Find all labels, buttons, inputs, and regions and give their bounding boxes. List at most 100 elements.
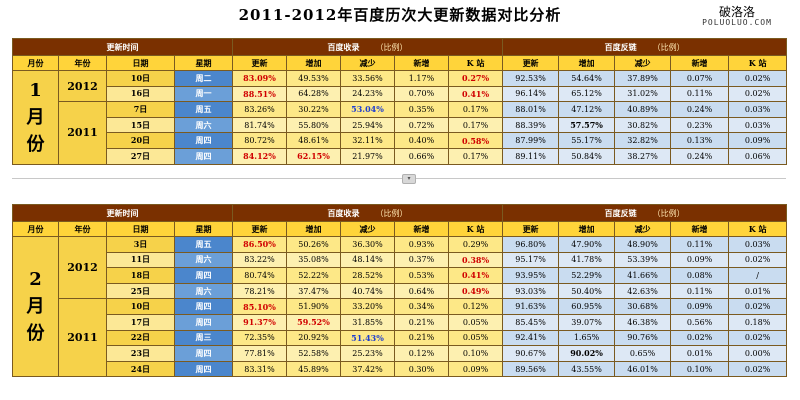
index-value-cell: 77.81% [232, 345, 287, 362]
index-value-cell: 0.17% [447, 147, 504, 165]
backlink-value-cell: 0.02% [728, 85, 788, 103]
backlink-value-cell: 52.29% [558, 267, 616, 284]
index-value-cell: 0.40% [394, 132, 449, 149]
index-value-cell: 0.17% [447, 116, 504, 134]
column-header: 增加 [558, 55, 616, 71]
index-value-cell: 0.64% [394, 282, 449, 300]
backlink-value-cell: 55.17% [558, 132, 616, 149]
expand-icon[interactable]: ▾ [402, 174, 416, 184]
column-header: 星期 [174, 55, 233, 71]
column-header: K 站 [728, 221, 788, 237]
backlink-value-cell: 31.02% [614, 85, 672, 103]
backlink-value-cell: 0.01% [670, 345, 730, 362]
table-row: 2月份 2012 3日 周五 86.50% 50.26% 36.30% 0.93% 0.29% 9… [12, 235, 788, 378]
index-value-cell: 28.52% [340, 267, 395, 284]
index-value-cell: 0.58% [447, 132, 504, 149]
weekday-cell: 周五 [174, 236, 233, 253]
group-header-row: 更新时间 百度收录 （比例） 百度反链 （比例） [12, 204, 788, 222]
column-header: 更新 [232, 221, 287, 237]
column-header: 月份 [12, 55, 59, 71]
index-value-cell: 88.51% [232, 85, 287, 103]
backlink-value-cell: 41.66% [614, 267, 672, 284]
backlink-value-cell: 0.02% [728, 360, 788, 378]
date-cell: 10日 [106, 70, 175, 87]
index-value-cell: 0.30% [394, 360, 449, 378]
index-value-cell: 0.10% [447, 345, 504, 362]
column-header: 年份 [58, 55, 107, 71]
backlink-value-cell: 89.56% [502, 360, 560, 378]
index-value-cell: 64.28% [286, 85, 341, 103]
group-backlink-label: 百度反链 [604, 41, 637, 52]
index-value-cell: 83.31% [232, 360, 287, 378]
index-value-cell: 0.72% [394, 116, 449, 134]
group-backlink-header: 百度反链 （比例） [502, 204, 788, 222]
date-cell: 18日 [106, 267, 175, 284]
backlink-value-cell: 0.07% [670, 70, 730, 87]
weekday-cell: 周一 [174, 85, 233, 103]
index-value-cell: 24.23% [340, 85, 395, 103]
group-backlink-header: 百度反链 （比例） [502, 38, 788, 56]
backlink-value-cell: 87.99% [502, 132, 560, 149]
index-value-cell: 83.26% [232, 101, 287, 118]
weekday-cell: 周四 [174, 147, 233, 165]
index-value-cell: 1.17% [394, 70, 449, 87]
index-value-cell: 0.21% [394, 329, 449, 347]
february-table: 更新时间 百度收录 （比例） 百度反链 （比例） 月份 年份 日期 星期 更新 增加 减少 新增 K 站更… [12, 204, 788, 378]
index-value-cell: 51.43% [340, 329, 395, 347]
date-cell: 10日 [106, 298, 175, 315]
backlink-value-cell: 57.57% [558, 116, 616, 134]
backlink-value-cell: 0.02% [728, 298, 788, 315]
weekday-cell: 周五 [174, 101, 233, 118]
table-separator: ▾ [12, 172, 786, 185]
backlink-value-cell: 85.45% [502, 313, 560, 331]
index-value-cell: 0.05% [447, 313, 504, 331]
backlink-value-cell: 0.03% [728, 101, 788, 118]
backlink-value-cell: 0.03% [728, 236, 788, 253]
column-header: 日期 [106, 221, 175, 237]
backlink-value-cell: 0.00% [728, 345, 788, 362]
index-value-cell: 33.20% [340, 298, 395, 315]
column-header: 新增 [670, 221, 730, 237]
month-label: 1月份 [26, 79, 45, 155]
backlink-value-cell: 50.40% [558, 282, 616, 300]
backlink-value-cell: / [728, 267, 788, 284]
column-header: 新增 [394, 221, 449, 237]
index-value-cell: 0.05% [447, 329, 504, 347]
month-cell: 2月份 [12, 235, 59, 378]
backlink-value-cell: 92.41% [502, 329, 560, 347]
backlink-value-cell: 90.02% [558, 345, 616, 362]
group-index-sub: （比例） [375, 208, 408, 218]
backlink-value-cell: 95.17% [502, 251, 560, 269]
column-header: 年份 [58, 221, 107, 237]
index-value-cell: 91.37% [232, 313, 287, 331]
backlink-value-cell: 88.39% [502, 116, 560, 134]
index-value-cell: 0.21% [394, 313, 449, 331]
group-index-header: 百度收录 （比例） [231, 204, 504, 222]
backlink-value-cell: 0.02% [728, 70, 788, 87]
index-value-cell: 84.12% [232, 147, 287, 165]
group-time-header: 更新时间 [12, 204, 233, 222]
index-value-cell: 0.70% [394, 85, 449, 103]
group-backlink-sub: （比例） [652, 208, 685, 218]
table-row: 15日 周六 81.74% 55.80% 25.94% 0.72% 0.17% 88.39% 5… [13, 116, 788, 134]
index-value-cell: 0.12% [447, 298, 504, 315]
column-header: K 站 [447, 221, 504, 237]
date-cell: 11日 [106, 251, 175, 269]
backlink-value-cell: 0.11% [670, 282, 730, 300]
table-row: 1月份 2012 10日 周二 83.09% 49.53% 33.56% 1.17% 0.27%… [12, 69, 788, 165]
backlink-value-cell: 50.84% [558, 147, 616, 165]
backlink-value-cell: 0.09% [670, 298, 730, 315]
year-cell: 2011 [58, 101, 107, 165]
group-backlink-sub: （比例） [652, 42, 685, 52]
index-value-cell: 48.61% [286, 132, 341, 149]
backlink-value-cell: 37.89% [614, 70, 672, 87]
date-cell: 20日 [106, 132, 175, 149]
index-value-cell: 45.89% [286, 360, 341, 378]
index-value-cell: 36.30% [340, 236, 395, 253]
backlink-value-cell: 65.12% [558, 85, 616, 103]
column-header: 减少 [614, 221, 672, 237]
index-value-cell: 0.41% [447, 267, 504, 284]
weekday-cell: 周六 [174, 282, 233, 300]
backlink-value-cell: 0.02% [728, 329, 788, 347]
index-value-cell: 0.93% [394, 236, 449, 253]
